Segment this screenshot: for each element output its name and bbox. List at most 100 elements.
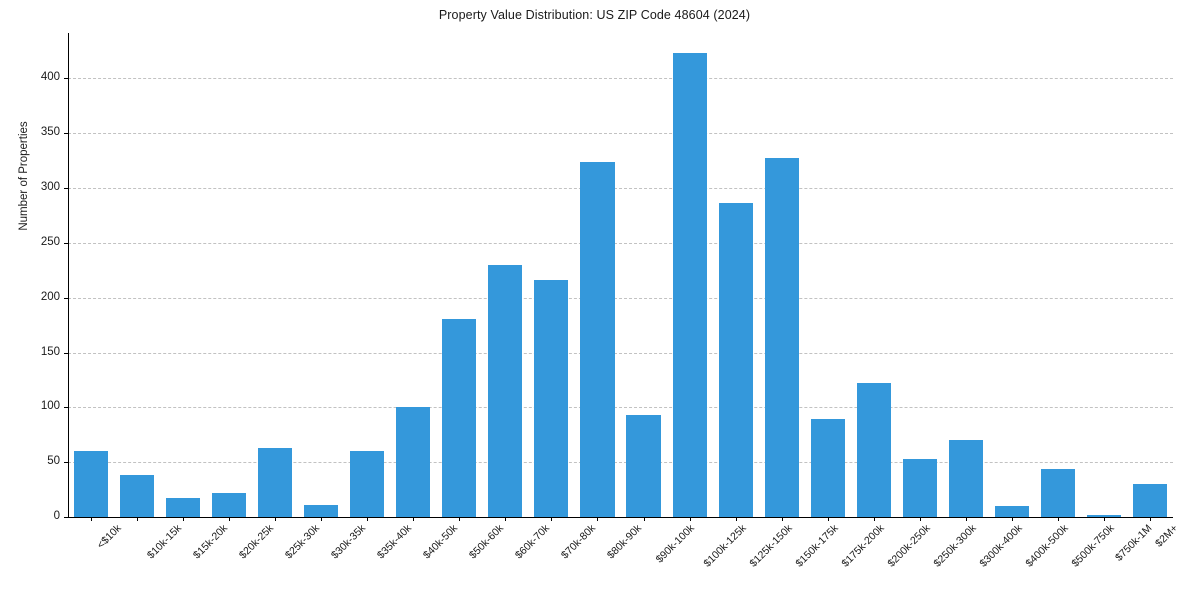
bar	[994, 506, 1029, 517]
x-tick-label: $60k-70k	[513, 522, 553, 562]
x-tick-label: $150k-175k	[793, 522, 841, 570]
x-tick-mark	[321, 517, 323, 521]
x-tick-mark	[505, 517, 507, 521]
x-tick-label: $80k-90k	[605, 522, 645, 562]
bar	[902, 458, 937, 517]
x-tick-mark	[1057, 517, 1059, 521]
x-axis-spine	[68, 517, 1173, 518]
gridline	[68, 188, 1173, 190]
bar	[442, 318, 477, 517]
x-tick-label: $40k-50k	[421, 522, 461, 562]
gridline	[68, 352, 1173, 354]
plot-area	[68, 33, 1173, 517]
x-tick-mark	[1011, 517, 1013, 521]
x-tick-mark	[1103, 517, 1105, 521]
gridline	[68, 462, 1173, 464]
bar	[166, 498, 201, 517]
y-tick-label: 250	[40, 235, 60, 248]
x-tick-mark	[91, 517, 93, 521]
x-tick-label: $2M+	[1153, 522, 1181, 550]
x-tick-label: $70k-80k	[559, 522, 599, 562]
y-tick-label: 350	[40, 126, 60, 139]
x-tick-label: $250k-300k	[931, 522, 979, 570]
x-tick-mark	[275, 517, 277, 521]
gridline	[68, 297, 1173, 299]
x-tick-label: $15k-20k	[191, 522, 231, 562]
x-tick-mark	[183, 517, 185, 521]
bar	[1086, 514, 1121, 517]
bar	[350, 451, 385, 517]
bar	[580, 161, 615, 517]
y-tick-mark	[64, 78, 68, 80]
x-tick-mark	[229, 517, 231, 521]
x-tick-label: $35k-40k	[375, 522, 415, 562]
x-tick-label: $400k-500k	[1023, 522, 1071, 570]
x-tick-mark	[367, 517, 369, 521]
x-tick-label: $90k-100k	[653, 522, 697, 566]
x-tick-mark	[873, 517, 875, 521]
x-tick-label: $125k-150k	[746, 522, 795, 570]
y-tick-label: 50	[47, 455, 60, 468]
y-tick-label: 200	[40, 290, 60, 303]
bar	[304, 504, 339, 517]
x-tick-label: $25k-30k	[283, 522, 323, 562]
bar	[120, 475, 155, 517]
x-tick-label: <$10k	[94, 522, 124, 552]
y-tick-label: 0	[53, 510, 60, 522]
y-tick-mark	[64, 517, 68, 518]
y-tick-mark	[64, 188, 68, 190]
bar	[1132, 484, 1167, 517]
x-tick-mark	[137, 517, 139, 521]
x-tick-label: $20k-25k	[237, 522, 277, 562]
x-tick-mark	[965, 517, 967, 521]
y-tick-mark	[64, 133, 68, 135]
y-tick-mark	[64, 462, 68, 464]
bar	[258, 447, 293, 517]
y-tick-mark	[64, 352, 68, 354]
bar	[212, 492, 247, 517]
x-tick-label: $750k-1M	[1112, 522, 1155, 564]
bar	[73, 451, 109, 517]
x-tick-mark	[781, 517, 783, 521]
bar	[488, 264, 523, 517]
x-tick-mark	[735, 517, 737, 521]
bar	[948, 440, 983, 517]
x-tick-label: $100k-125k	[700, 522, 749, 570]
y-tick-mark	[64, 297, 68, 299]
x-tick-label: $300k-400k	[977, 522, 1025, 570]
x-tick-label: $500k-750k	[1069, 522, 1117, 570]
gridline	[68, 78, 1173, 80]
x-tick-label: $200k-250k	[885, 522, 933, 570]
y-axis-spine	[68, 33, 69, 517]
bar	[396, 407, 431, 517]
x-tick-label: $30k-35k	[329, 522, 369, 562]
x-tick-mark	[459, 517, 461, 521]
bar	[672, 53, 707, 517]
x-tick-label: $10k-15k	[145, 522, 185, 562]
y-tick-label: 300	[40, 181, 60, 194]
x-tick-mark	[1149, 517, 1151, 521]
bar	[534, 280, 569, 517]
y-tick-label: 150	[40, 345, 60, 358]
x-tick-label: $175k-200k	[839, 522, 887, 570]
bar	[856, 383, 891, 517]
x-tick-label: $50k-60k	[467, 522, 507, 562]
x-tick-mark	[827, 517, 829, 521]
bars-group	[68, 33, 1173, 517]
gridline	[68, 407, 1173, 409]
bar	[764, 158, 799, 517]
gridline	[68, 133, 1173, 135]
x-tick-mark	[597, 517, 599, 521]
bar	[626, 415, 661, 517]
bar	[1040, 468, 1075, 517]
x-tick-mark	[689, 517, 691, 521]
x-tick-mark	[413, 517, 415, 521]
y-tick-label: 400	[40, 71, 60, 84]
bar	[718, 203, 753, 517]
y-tick-mark	[64, 242, 68, 244]
x-tick-mark	[643, 517, 645, 521]
x-tick-mark	[551, 517, 553, 521]
chart-title: Property Value Distribution: US ZIP Code…	[438, 8, 751, 22]
gridline	[68, 242, 1173, 244]
